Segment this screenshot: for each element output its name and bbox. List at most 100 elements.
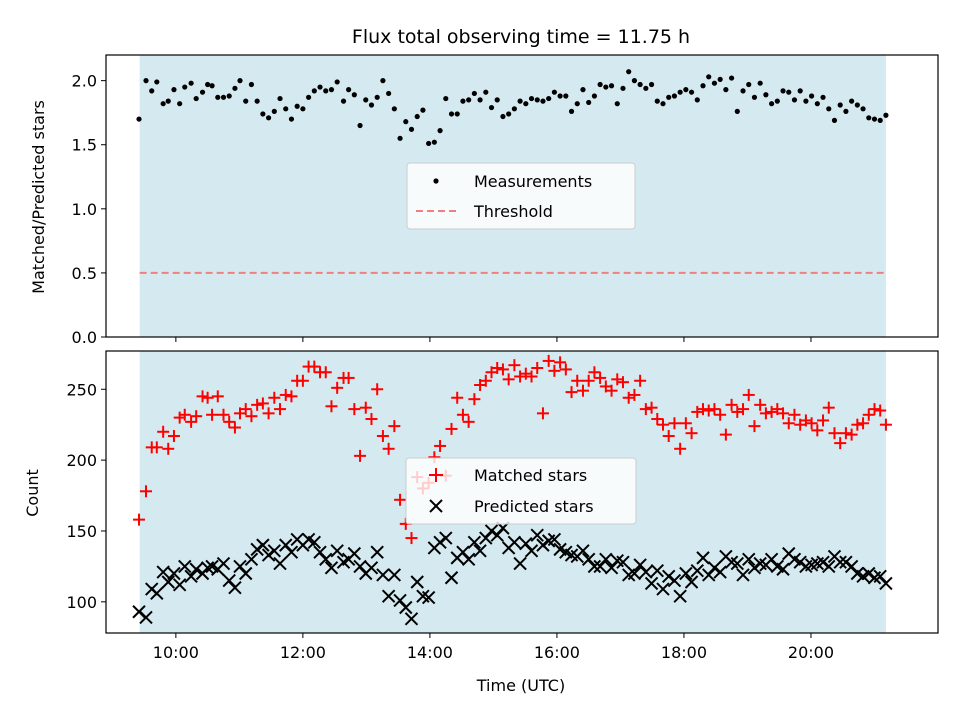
matched-star-point: [828, 427, 841, 440]
measurement-point: [346, 87, 352, 93]
measurement-point: [648, 81, 655, 88]
matched-star-point: [536, 407, 549, 420]
matched-star-point: [645, 401, 658, 414]
matched-star-point: [719, 428, 732, 441]
matched-star-point: [639, 403, 652, 416]
matched-star-point: [206, 408, 219, 421]
measurement-point: [534, 97, 540, 103]
predicted-star-point: [284, 545, 299, 559]
measurement-point: [803, 98, 809, 104]
measurement-point: [471, 90, 477, 97]
counts-y-ticks: 100 150 200 250: [66, 380, 106, 612]
x-tick-label: 10:00: [153, 643, 199, 662]
matched-star-point: [548, 364, 561, 377]
measurement-point: [791, 97, 798, 103]
matched-star-point: [714, 408, 727, 421]
measurement-point: [643, 85, 649, 91]
x-axis-label: Time (UTC): [476, 676, 565, 695]
matched-star-point: [133, 513, 146, 526]
measurement-point: [809, 93, 815, 99]
predicted-star-point: [244, 552, 259, 567]
measurement-point: [717, 76, 723, 82]
predicted-star-point: [172, 578, 187, 592]
y-tick-label: 1.5: [72, 136, 97, 155]
matched-star-point: [737, 403, 750, 416]
matched-star-point: [839, 427, 852, 440]
matched-star-point: [582, 374, 595, 387]
predicted-star-point: [679, 566, 693, 581]
matched-star-point: [514, 370, 527, 383]
matched-star-point: [262, 407, 275, 420]
matched-star-point: [611, 373, 624, 386]
matched-star-point: [817, 414, 830, 427]
predicted-star-point: [473, 544, 487, 558]
measurement-point: [171, 87, 177, 93]
measurement-point: [437, 128, 443, 134]
matched-star-point: [851, 418, 864, 431]
measurement-point: [380, 78, 386, 84]
measurement-point: [483, 89, 489, 95]
predicted-star-point: [184, 569, 198, 584]
matched-star-point: [245, 410, 258, 423]
matched-star-point: [456, 408, 469, 421]
measurement-point: [306, 94, 312, 100]
measurement-point: [277, 95, 283, 102]
measurement-point: [683, 87, 689, 93]
measurement-point: [506, 111, 512, 117]
measurement-point: [494, 97, 500, 103]
predicted-star-point: [189, 562, 203, 576]
predicted-star-point: [816, 555, 830, 569]
measurement-point: [740, 88, 746, 94]
predicted-star-point: [139, 610, 153, 625]
ratio-marks: [136, 69, 889, 147]
measurement-point: [426, 140, 432, 147]
matched-star-point: [868, 403, 881, 416]
predicted-star-point: [376, 568, 390, 582]
measurement-point: [517, 98, 523, 104]
predicted-star-point: [696, 551, 710, 565]
predicted-star-point: [587, 559, 602, 574]
matched-star-point: [190, 410, 203, 423]
predicted-star-point: [690, 563, 704, 578]
predicted-star-point: [404, 612, 419, 626]
y-tick-label: 2.0: [72, 72, 97, 91]
matched-star-point: [777, 407, 790, 420]
measurement-point: [143, 78, 149, 84]
predicted-star-point: [267, 544, 282, 558]
predicted-star-point: [793, 555, 807, 569]
matched-star-point: [268, 391, 281, 404]
measurement-point: [849, 98, 855, 104]
predicted-star-point: [530, 528, 544, 542]
measurement-point: [751, 94, 758, 100]
measurement-point: [193, 95, 199, 102]
matched-star-point: [799, 414, 812, 427]
measurement-point: [557, 93, 563, 99]
matched-star-point: [742, 388, 755, 401]
matched-star-point: [834, 437, 847, 450]
predicted-star-point: [467, 535, 482, 550]
measurement-point: [265, 115, 272, 121]
predicted-star-point: [178, 559, 192, 574]
matched-star-point: [708, 403, 721, 416]
predicted-star-point: [381, 589, 396, 603]
matched-star-point: [185, 415, 198, 428]
y-tick-label: 250: [66, 380, 97, 399]
predicted-star-point: [228, 580, 242, 595]
measurement-point: [660, 101, 666, 107]
measurement-point: [631, 78, 638, 84]
counts-marks: [132, 354, 893, 626]
matched-star-point: [308, 360, 321, 373]
matched-star-point: [594, 371, 607, 384]
ratio-legend: Measurements Threshold: [406, 162, 636, 230]
matched-star-point: [508, 359, 521, 372]
predicted-star-point: [650, 563, 664, 578]
measurement-point: [574, 101, 580, 107]
predicted-star-point: [307, 535, 322, 550]
predicted-star-point: [387, 568, 402, 582]
matched-star-point: [782, 417, 795, 430]
measurement-point: [688, 89, 695, 95]
measurement-point: [866, 115, 872, 121]
measurement-point: [300, 106, 306, 112]
predicted-star-point: [399, 600, 413, 615]
